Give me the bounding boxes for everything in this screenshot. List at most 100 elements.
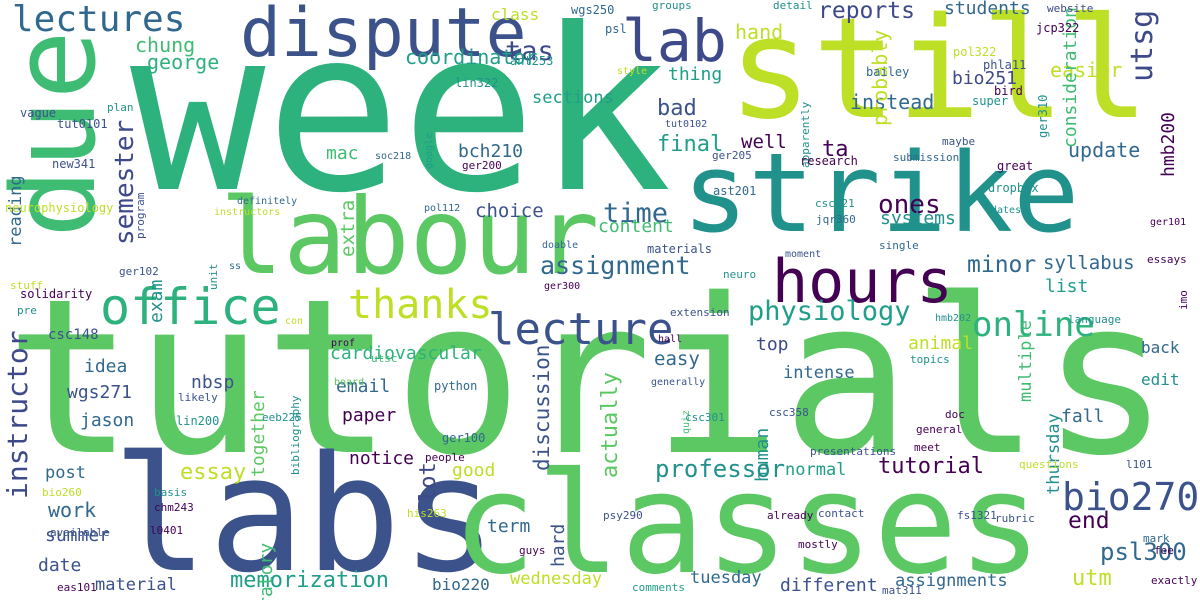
cloud-word-actually: actually	[598, 372, 623, 478]
cloud-word-lab: lab	[622, 7, 727, 75]
cloud-word-time: time	[603, 198, 669, 229]
cloud-word-jason: jason	[80, 410, 135, 431]
cloud-word-tutorials: tutorials	[5, 252, 1170, 503]
cloud-word-general: general	[916, 423, 963, 436]
cloud-word-ger100: ger100	[442, 431, 486, 445]
cloud-word-mac: mac	[326, 143, 359, 164]
cloud-word-research: research	[800, 154, 858, 168]
cloud-word-guys: guys	[519, 544, 546, 557]
cloud-word-ger300: ger300	[544, 281, 581, 292]
cloud-word-instructor: instructor	[1, 330, 34, 499]
cloud-word-l0401: l0401	[150, 524, 184, 537]
cloud-word-google: google	[424, 132, 435, 169]
cloud-word-bad: bad	[657, 96, 697, 121]
cloud-word-back: back	[1141, 338, 1180, 357]
cloud-word-bio270: bio270	[1062, 475, 1200, 519]
cloud-word-hand: hand	[735, 20, 784, 44]
cloud-word-ss: ss	[229, 261, 242, 272]
cloud-word-hmb202: hmb202	[935, 313, 972, 324]
cloud-word-eeb225: eeb225	[262, 411, 302, 424]
cloud-word-different: different	[780, 575, 878, 596]
cloud-word-ger310: ger310	[1036, 94, 1050, 138]
cloud-word-bio260: bio260	[42, 486, 82, 499]
cloud-word-available: available	[50, 526, 110, 539]
cloud-word-reports: reports	[818, 0, 915, 24]
cloud-word-animal: animal	[908, 333, 974, 354]
cloud-word-bio251: bio251	[952, 68, 1018, 89]
cloud-word-wgs271: wgs271	[67, 382, 133, 403]
cloud-word-language: language	[1068, 313, 1121, 326]
cloud-word-program: program	[134, 192, 147, 239]
cloud-word-tut0101: tut0101	[57, 117, 108, 131]
cloud-word-instructors: instructors	[214, 207, 281, 218]
cloud-word-hmb200: hmb200	[1158, 111, 1179, 177]
cloud-word-discussion: discussion	[530, 344, 554, 471]
cloud-word-students: students	[944, 0, 1031, 19]
cloud-word-essays: essays	[1147, 253, 1187, 266]
cloud-word-ger102: ger102	[119, 265, 159, 278]
cloud-word-idea: idea	[84, 356, 128, 377]
cloud-word-chm243: chm243	[154, 501, 194, 514]
cloud-word-bird: bird	[994, 84, 1023, 98]
cloud-word-unit: unit	[207, 263, 220, 291]
cloud-word-date: date	[38, 555, 82, 576]
cloud-word-exam: exam	[146, 279, 167, 323]
cloud-word-extra: extra	[337, 199, 359, 257]
cloud-word-tut0102: tut0102	[665, 119, 708, 130]
cloud-word-normal: normal	[785, 460, 847, 480]
cloud-word-csc148: csc148	[48, 327, 99, 343]
cloud-word-con: con	[285, 316, 304, 327]
cloud-word-vague: vague	[20, 106, 57, 120]
cloud-word-email: email	[336, 376, 391, 397]
cloud-word-office: office	[100, 278, 281, 336]
cloud-word-csc301: csc301	[685, 411, 725, 424]
cloud-word-mostly: mostly	[798, 538, 838, 551]
cloud-word-csc358: csc358	[769, 406, 809, 419]
cloud-word-website: website	[1047, 2, 1094, 15]
cloud-word-bio220: bio220	[432, 575, 490, 594]
cloud-word-update: update	[1068, 138, 1141, 162]
cloud-word-ant253: ant253	[510, 54, 554, 68]
cloud-word-bibliography: bibliography	[289, 395, 302, 475]
cloud-word-post: post	[45, 463, 86, 483]
cloud-word-labs: labs	[112, 421, 498, 600]
cloud-word-summer: summer	[45, 525, 111, 546]
cloud-word-notice: notice	[349, 448, 415, 469]
cloud-word-lin322: lin322	[455, 76, 499, 90]
cloud-word-thing: thing	[668, 64, 723, 85]
cloud-word-pol322: pol322	[953, 45, 997, 59]
cloud-word-extension: extension	[670, 306, 730, 319]
cloud-word-term: term	[487, 516, 531, 537]
cloud-word-classes: classes	[452, 443, 1043, 600]
cloud-word-syllabus: syllabus	[1043, 252, 1135, 274]
cloud-word-lectures: lectures	[12, 0, 186, 40]
cloud-word-fee: fee	[1154, 544, 1174, 557]
cloud-word-mat311: mat311	[882, 584, 922, 597]
cloud-word-ast201: ast201	[713, 184, 757, 198]
cloud-word-assignments: assignments	[895, 571, 1008, 591]
cloud-word-comments: comments	[632, 581, 685, 594]
cloud-word-bch210: bch210	[458, 141, 524, 162]
cloud-word-utm: utm	[1072, 566, 1112, 591]
cloud-word-bailey: bailey	[866, 65, 910, 79]
cloud-word-coordinator: coordinator	[405, 45, 538, 69]
cloud-word-dates: dates	[991, 205, 1022, 216]
cloud-word-maybe: maybe	[942, 135, 976, 148]
cloud-word-hard: hard	[548, 523, 569, 567]
cloud-word-memorization: memorization	[230, 568, 389, 593]
cloud-word-hall: hall	[658, 334, 683, 345]
cloud-word-chung: chung	[135, 33, 196, 57]
cloud-word-final: final	[657, 132, 724, 157]
cloud-word-essay: essay	[180, 460, 247, 485]
cloud-word-doc: doc	[945, 408, 965, 421]
cloud-word-new341: new341	[52, 157, 96, 171]
cloud-word-python: python	[434, 379, 478, 393]
cloud-word-systems: systems	[880, 208, 956, 229]
cloud-word-professor: professor	[655, 455, 786, 483]
cloud-word-end: end	[1068, 508, 1110, 534]
cloud-word-easier: easier	[1050, 58, 1123, 82]
cloud-word-nbsp: nbsp	[191, 372, 235, 393]
cloud-word-meet: meet	[914, 441, 941, 454]
cloud-word-neuro: neuro	[723, 268, 757, 281]
